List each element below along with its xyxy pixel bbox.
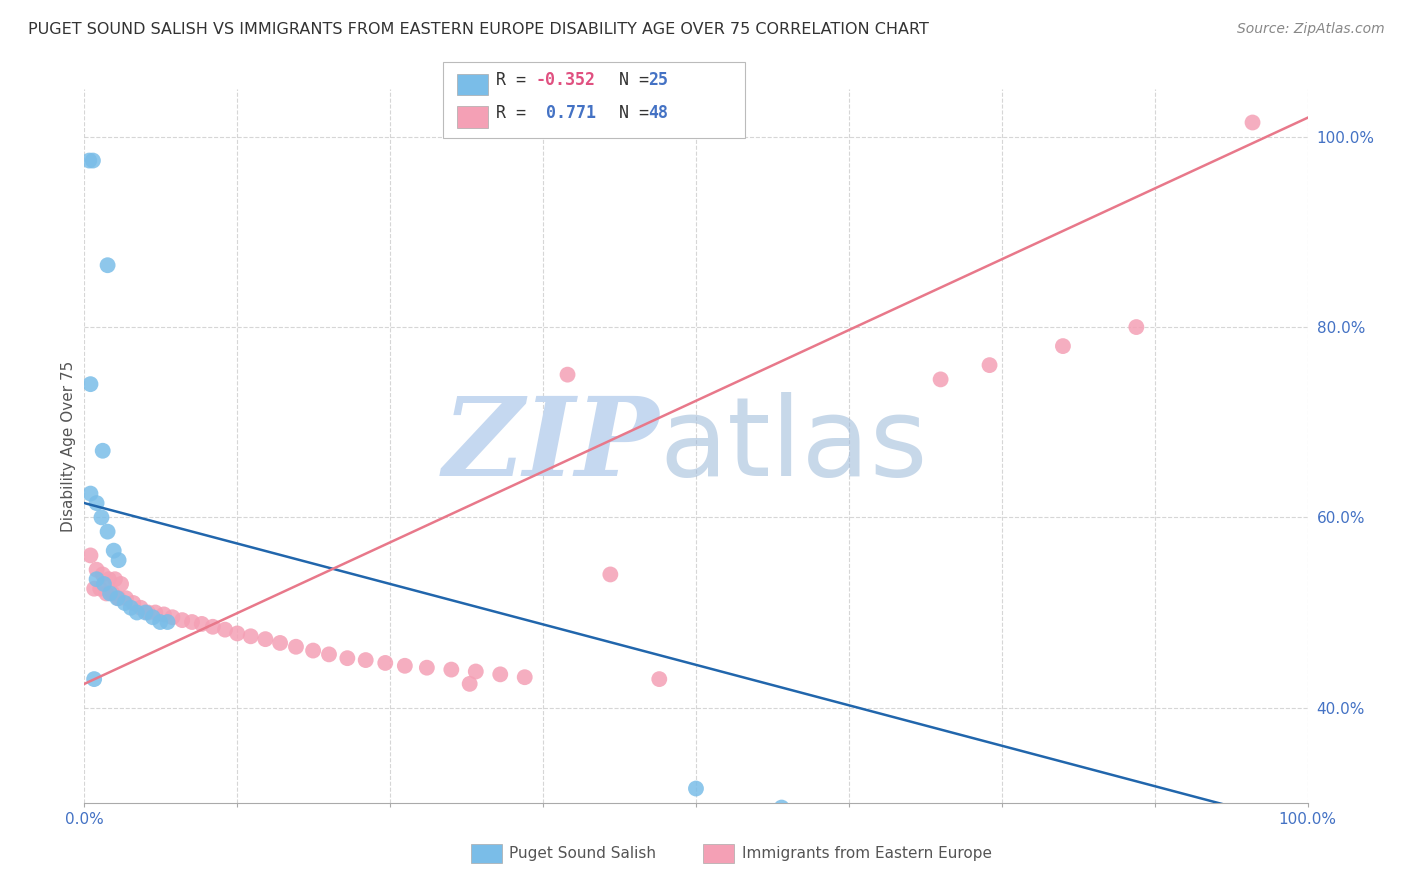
- Point: [129, 600, 152, 615]
- Text: R =: R =: [496, 71, 536, 89]
- Point: [114, 596, 136, 610]
- Point: [93, 577, 115, 591]
- Text: -0.352: -0.352: [536, 71, 596, 89]
- Point: [153, 607, 176, 622]
- Point: [685, 781, 707, 796]
- Point: [136, 606, 159, 620]
- Point: [285, 640, 308, 654]
- Point: [97, 524, 120, 539]
- Point: [135, 606, 157, 620]
- Point: [91, 443, 114, 458]
- Point: [318, 648, 340, 662]
- Text: Source: ZipAtlas.com: Source: ZipAtlas.com: [1237, 22, 1385, 37]
- Point: [354, 653, 377, 667]
- Point: [489, 667, 512, 681]
- Point: [770, 800, 793, 814]
- Point: [104, 572, 127, 586]
- Y-axis label: Disability Age Over 75: Disability Age Over 75: [60, 360, 76, 532]
- Point: [83, 672, 105, 686]
- Point: [648, 672, 671, 686]
- Text: 25: 25: [648, 71, 668, 89]
- Text: PUGET SOUND SALISH VS IMMIGRANTS FROM EASTERN EUROPE DISABILITY AGE OVER 75 CORR: PUGET SOUND SALISH VS IMMIGRANTS FROM EA…: [28, 22, 929, 37]
- Point: [1125, 320, 1147, 334]
- Point: [156, 615, 179, 629]
- Point: [105, 591, 128, 606]
- Point: [929, 372, 952, 386]
- Point: [172, 613, 194, 627]
- Point: [181, 615, 204, 629]
- Point: [394, 658, 416, 673]
- Text: N =: N =: [599, 104, 659, 122]
- Point: [91, 567, 114, 582]
- Point: [336, 651, 359, 665]
- Point: [143, 606, 166, 620]
- Point: [125, 606, 148, 620]
- Point: [254, 632, 277, 647]
- Point: [440, 663, 463, 677]
- Point: [86, 496, 108, 510]
- Point: [214, 623, 236, 637]
- Point: [226, 626, 249, 640]
- Text: atlas: atlas: [659, 392, 928, 500]
- Point: [103, 543, 125, 558]
- Point: [513, 670, 536, 684]
- Point: [110, 577, 132, 591]
- Point: [1198, 814, 1220, 829]
- Point: [115, 591, 138, 606]
- Point: [97, 258, 120, 272]
- Point: [201, 620, 224, 634]
- Point: [77, 153, 100, 168]
- Text: Puget Sound Salish: Puget Sound Salish: [509, 847, 657, 861]
- Point: [374, 656, 396, 670]
- Point: [191, 616, 214, 631]
- Text: R =: R =: [496, 104, 536, 122]
- Point: [107, 553, 129, 567]
- Point: [79, 549, 101, 563]
- Point: [416, 661, 439, 675]
- Point: [120, 600, 142, 615]
- Point: [458, 677, 481, 691]
- Text: Immigrants from Eastern Europe: Immigrants from Eastern Europe: [742, 847, 993, 861]
- Point: [122, 596, 145, 610]
- Point: [82, 153, 104, 168]
- Point: [1052, 339, 1074, 353]
- Point: [107, 591, 129, 606]
- Point: [464, 665, 486, 679]
- Point: [79, 486, 101, 500]
- Point: [1241, 115, 1264, 129]
- Point: [302, 643, 325, 657]
- Point: [142, 610, 165, 624]
- Text: 0.771: 0.771: [536, 104, 596, 122]
- Point: [269, 636, 291, 650]
- Point: [599, 567, 621, 582]
- Point: [89, 582, 111, 596]
- Point: [97, 572, 120, 586]
- Text: N =: N =: [599, 71, 659, 89]
- Point: [557, 368, 579, 382]
- Point: [149, 615, 172, 629]
- Point: [101, 586, 124, 600]
- Point: [90, 510, 112, 524]
- Text: ZIP: ZIP: [443, 392, 659, 500]
- Point: [86, 563, 108, 577]
- Text: 48: 48: [648, 104, 668, 122]
- Point: [979, 358, 1001, 372]
- Point: [79, 377, 101, 392]
- Point: [98, 586, 121, 600]
- Point: [162, 610, 184, 624]
- Point: [83, 582, 105, 596]
- Point: [96, 586, 118, 600]
- Point: [86, 572, 108, 586]
- Point: [239, 629, 262, 643]
